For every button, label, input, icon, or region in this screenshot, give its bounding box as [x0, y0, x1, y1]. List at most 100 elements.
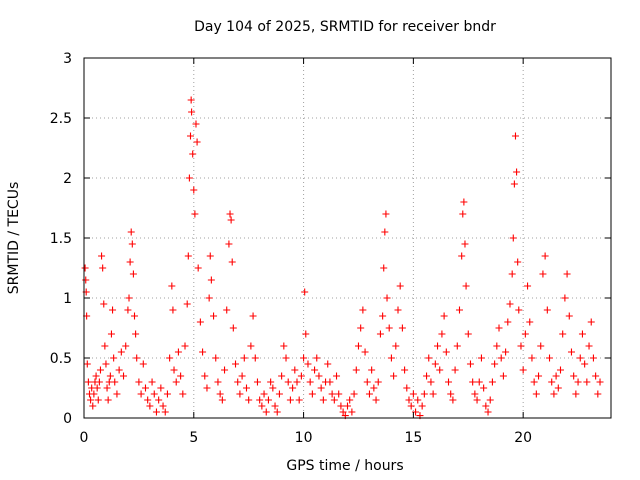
data-point	[193, 138, 201, 146]
data-point	[100, 300, 108, 308]
data-point	[561, 294, 569, 302]
data-point	[493, 342, 501, 350]
data-point	[374, 378, 382, 386]
data-point	[117, 348, 125, 356]
data-point	[155, 396, 163, 404]
data-point	[519, 366, 527, 374]
y-tick-label: 2.5	[50, 111, 72, 127]
data-point	[311, 366, 319, 374]
data-point	[128, 240, 136, 248]
data-point	[81, 264, 89, 272]
data-point	[188, 108, 196, 116]
data-point	[174, 348, 182, 356]
data-point	[482, 402, 490, 410]
data-point	[434, 342, 442, 350]
data-point	[234, 378, 242, 386]
data-point	[253, 378, 261, 386]
data-point	[365, 390, 373, 398]
data-point	[82, 276, 90, 284]
data-point	[131, 312, 139, 320]
data-point	[249, 312, 257, 320]
data-point	[144, 396, 152, 404]
data-point	[528, 354, 536, 362]
data-points	[81, 96, 604, 420]
data-point	[301, 288, 309, 296]
data-point	[461, 240, 469, 248]
data-point	[510, 180, 518, 188]
data-point	[359, 306, 367, 314]
data-point	[429, 390, 437, 398]
data-point	[401, 366, 409, 374]
data-point	[223, 306, 231, 314]
data-point	[304, 360, 312, 368]
data-point	[96, 366, 104, 374]
data-point	[159, 402, 167, 410]
data-point	[382, 210, 390, 218]
data-point	[83, 360, 91, 368]
y-tick-label: 3	[63, 51, 72, 67]
data-point	[101, 342, 109, 350]
data-point	[354, 342, 362, 350]
data-point	[405, 396, 413, 404]
data-point	[205, 294, 213, 302]
data-point	[330, 396, 338, 404]
data-point	[190, 186, 198, 194]
data-point	[475, 378, 483, 386]
data-point	[521, 330, 529, 338]
data-point	[567, 348, 575, 356]
data-point	[462, 282, 470, 290]
data-point	[247, 342, 255, 350]
data-point	[394, 306, 402, 314]
data-point	[191, 210, 199, 218]
data-point	[552, 372, 560, 380]
data-point	[308, 390, 316, 398]
data-point	[137, 390, 145, 398]
data-point	[166, 354, 174, 362]
data-point	[102, 360, 110, 368]
data-point	[499, 372, 507, 380]
data-point	[139, 360, 147, 368]
data-point	[537, 342, 545, 350]
data-point	[251, 354, 259, 362]
data-point	[350, 390, 358, 398]
data-point	[407, 402, 415, 410]
data-point	[177, 372, 185, 380]
data-point	[245, 396, 253, 404]
data-point	[186, 132, 194, 140]
data-point	[372, 396, 380, 404]
data-point	[210, 312, 218, 320]
data-point	[502, 348, 510, 356]
data-point	[115, 366, 123, 374]
data-point	[326, 378, 334, 386]
data-point	[93, 384, 101, 392]
data-point	[376, 330, 384, 338]
data-point	[403, 384, 411, 392]
data-point	[335, 390, 343, 398]
data-point	[99, 264, 107, 272]
data-point	[201, 372, 209, 380]
data-point	[264, 396, 272, 404]
data-point	[212, 354, 220, 362]
data-point	[256, 396, 264, 404]
data-point	[554, 384, 562, 392]
data-point	[238, 372, 246, 380]
data-point	[550, 390, 558, 398]
data-point	[228, 258, 236, 266]
data-point	[473, 396, 481, 404]
data-point	[530, 378, 538, 386]
data-point	[127, 228, 135, 236]
data-point	[346, 396, 354, 404]
data-point	[293, 378, 301, 386]
data-point	[414, 396, 422, 404]
data-point	[286, 396, 294, 404]
data-point	[262, 408, 270, 416]
chart-title: Day 104 of 2025, SRMTID for receiver bnd…	[194, 19, 496, 35]
y-axis-label: SRMTID / TECUs	[6, 182, 22, 295]
y-tick-labels: 0 0.5 1 1.5 2 2.5 3	[50, 51, 72, 427]
data-point	[488, 378, 496, 386]
data-point	[576, 354, 584, 362]
data-point	[169, 306, 177, 314]
data-point	[453, 342, 461, 350]
plot-frame	[83, 57, 612, 419]
